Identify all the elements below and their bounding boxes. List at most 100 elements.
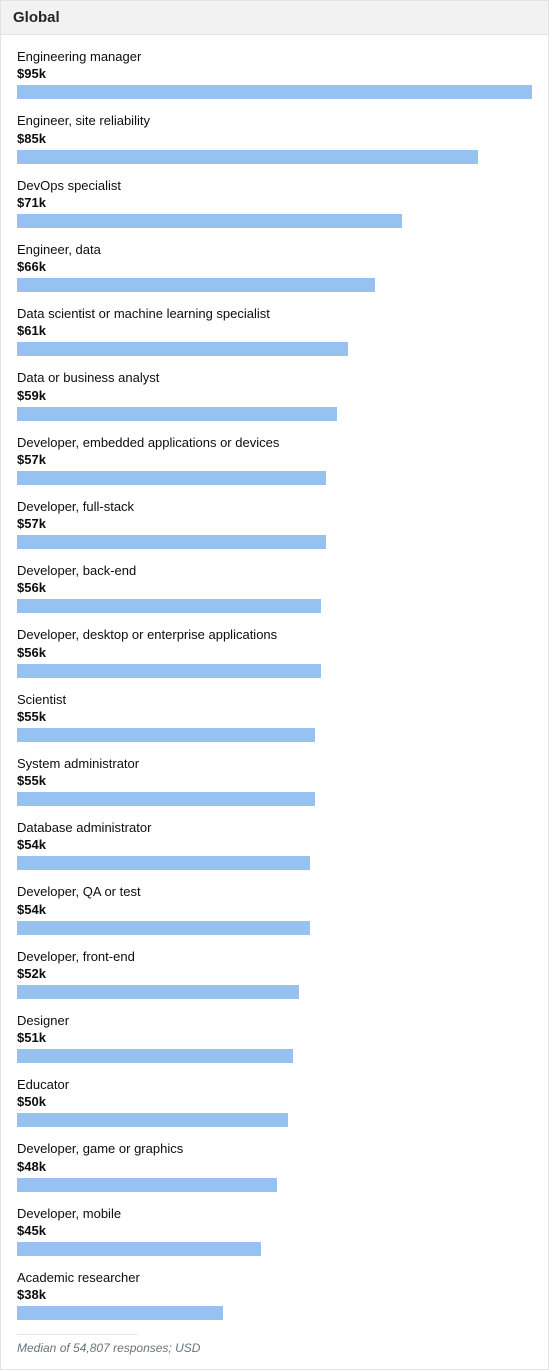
- bar-fill: [17, 535, 326, 549]
- bar-row: DevOps specialist$71k: [17, 178, 532, 228]
- bar-fill: [17, 85, 532, 99]
- bar-value: $57k: [17, 516, 532, 531]
- bar-fill: [17, 471, 326, 485]
- bar-row: Developer, QA or test $54k: [17, 884, 532, 934]
- bar-label: Developer, full-stack: [17, 499, 532, 515]
- bar-track: [17, 1178, 532, 1192]
- bar-value: $54k: [17, 837, 532, 852]
- bar-label: Data or business analyst: [17, 370, 532, 386]
- bar-value: $61k: [17, 323, 532, 338]
- bar-row: Scientist$55k: [17, 692, 532, 742]
- bar-label: DevOps specialist: [17, 178, 532, 194]
- bar-track: [17, 535, 532, 549]
- panel-header: Global: [1, 1, 548, 35]
- bar-label: Academic researcher: [17, 1270, 532, 1286]
- bar-fill: [17, 856, 310, 870]
- bar-label: Developer, game or graphics: [17, 1141, 532, 1157]
- bar-label: Educator: [17, 1077, 532, 1093]
- bar-row: Developer, back-end$56k: [17, 563, 532, 613]
- bar-row: Engineer, data$66k: [17, 242, 532, 292]
- bar-label: Developer, QA or test: [17, 884, 532, 900]
- bar-fill: [17, 407, 337, 421]
- bar-value: $59k: [17, 388, 532, 403]
- bar-fill: [17, 664, 321, 678]
- bar-track: [17, 85, 532, 99]
- bar-label: Developer, front-end: [17, 949, 532, 965]
- bar-fill: [17, 278, 375, 292]
- bars-container: Engineering manager$95k Engineer, site re…: [17, 49, 532, 1320]
- bar-track: [17, 1242, 532, 1256]
- bar-value: $56k: [17, 580, 532, 595]
- bar-row: System administrator$55k: [17, 756, 532, 806]
- bar-track: [17, 792, 532, 806]
- bar-row: Database administrator$54k: [17, 820, 532, 870]
- bar-fill: [17, 1178, 277, 1192]
- bar-track: [17, 599, 532, 613]
- bar-label: Developer, back-end: [17, 563, 532, 579]
- bar-fill: [17, 728, 315, 742]
- bar-row: Developer, mobile$45k: [17, 1206, 532, 1256]
- bar-label: Engineering manager: [17, 49, 532, 65]
- bar-value: $55k: [17, 773, 532, 788]
- bar-track: [17, 921, 532, 935]
- bar-label: Database administrator: [17, 820, 532, 836]
- bar-fill: [17, 1242, 261, 1256]
- bar-value: $66k: [17, 259, 532, 274]
- bar-fill: [17, 599, 321, 613]
- bar-row: Developer, embedded applications or devi…: [17, 435, 532, 485]
- bar-row: Engineer, site reliability $85k: [17, 113, 532, 163]
- bar-label: Engineer, site reliability: [17, 113, 532, 129]
- bar-value: $95k: [17, 66, 532, 81]
- bar-value: $57k: [17, 452, 532, 467]
- bar-fill: [17, 1049, 293, 1063]
- bar-label: Developer, desktop or enterprise applica…: [17, 627, 532, 643]
- bar-value: $55k: [17, 709, 532, 724]
- bar-value: $56k: [17, 645, 532, 660]
- bar-track: [17, 664, 532, 678]
- bar-track: [17, 471, 532, 485]
- bar-row: Developer, desktop or enterprise applica…: [17, 627, 532, 677]
- bar-track: [17, 214, 532, 228]
- bar-row: Developer, game or graphics $48k: [17, 1141, 532, 1191]
- bar-track: [17, 856, 532, 870]
- bar-fill: [17, 921, 310, 935]
- bar-track: [17, 1306, 532, 1320]
- bar-value: $48k: [17, 1159, 532, 1174]
- footnote-divider: [17, 1334, 137, 1335]
- bar-value: $38k: [17, 1287, 532, 1302]
- bar-track: [17, 278, 532, 292]
- bar-label: Developer, embedded applications or devi…: [17, 435, 532, 451]
- bar-track: [17, 342, 532, 356]
- bar-row: Engineering manager$95k: [17, 49, 532, 99]
- bar-value: $71k: [17, 195, 532, 210]
- bar-track: [17, 407, 532, 421]
- bar-value: $85k: [17, 131, 532, 146]
- bar-row: Developer, front-end$52k: [17, 949, 532, 999]
- bar-track: [17, 728, 532, 742]
- bar-fill: [17, 792, 315, 806]
- bar-value: $45k: [17, 1223, 532, 1238]
- bar-fill: [17, 150, 478, 164]
- bar-label: Developer, mobile: [17, 1206, 532, 1222]
- footnote: Median of 54,807 responses; USD: [17, 1341, 532, 1355]
- bar-fill: [17, 1113, 288, 1127]
- bar-fill: [17, 1306, 223, 1320]
- panel-title: Global: [13, 9, 536, 26]
- bar-row: Data or business analyst $59k: [17, 370, 532, 420]
- bar-value: $54k: [17, 902, 532, 917]
- bar-track: [17, 1049, 532, 1063]
- salary-chart-panel: Global Engineering manager$95k Engineer, …: [0, 0, 549, 1370]
- bar-value: $50k: [17, 1094, 532, 1109]
- bar-row: Academic researcher$38k: [17, 1270, 532, 1320]
- bar-row: Educator$50k: [17, 1077, 532, 1127]
- bar-label: Data scientist or machine learning speci…: [17, 306, 532, 322]
- bar-track: [17, 1113, 532, 1127]
- bar-fill: [17, 985, 299, 999]
- bar-track: [17, 150, 532, 164]
- bar-label: Designer: [17, 1013, 532, 1029]
- panel-body: Engineering manager$95k Engineer, site re…: [1, 35, 548, 1369]
- bar-label: System administrator: [17, 756, 532, 772]
- bar-label: Engineer, data: [17, 242, 532, 258]
- bar-row: Data scientist or machine learning speci…: [17, 306, 532, 356]
- bar-value: $51k: [17, 1030, 532, 1045]
